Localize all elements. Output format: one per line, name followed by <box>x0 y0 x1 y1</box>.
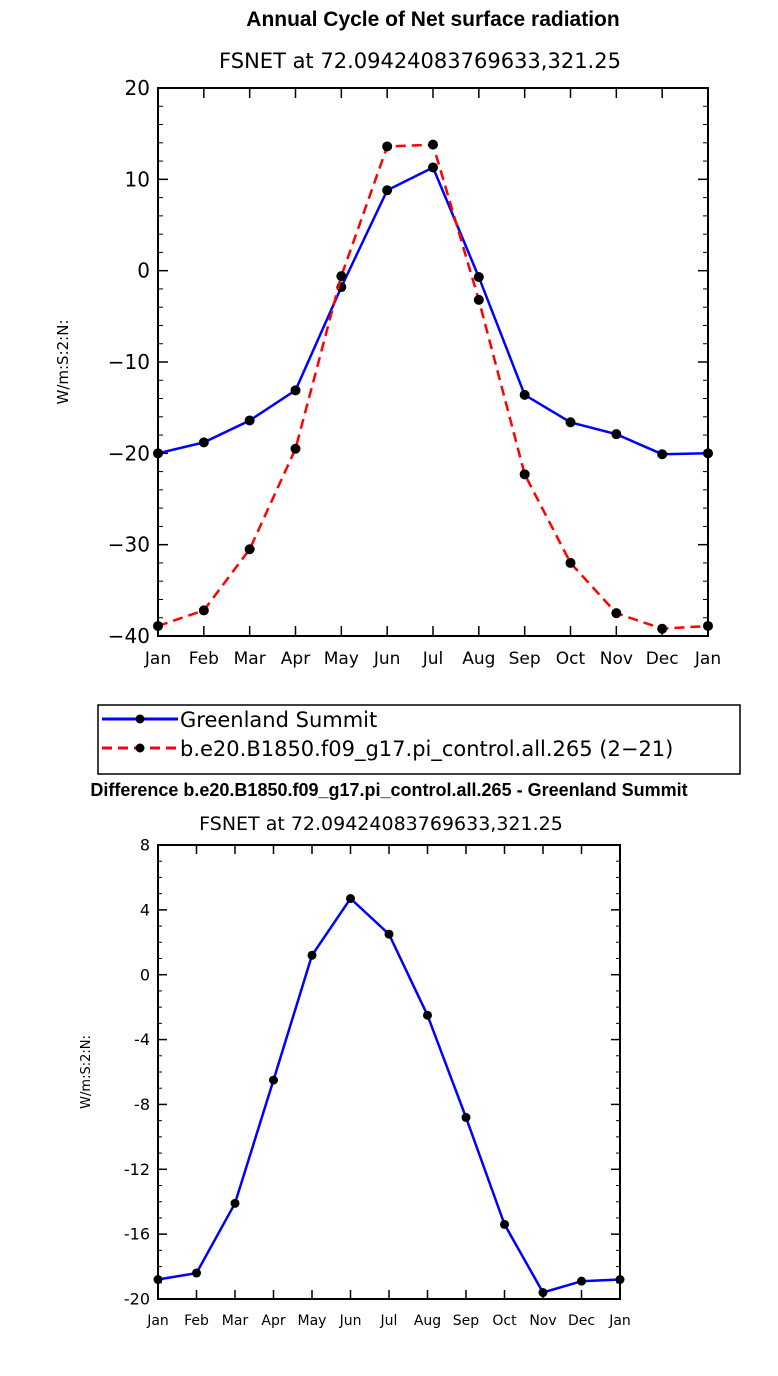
chart1-point <box>198 605 209 616</box>
chart1-ytick-label: −10 <box>108 350 150 374</box>
chart2-ytick-label: 8 <box>140 836 150 855</box>
chart1-ylabel: W/m:S:2:N: <box>54 320 72 405</box>
chart1-legend: Greenland Summit b.e20.B1850.f09_g17.pi_… <box>97 704 741 775</box>
chart1-point <box>657 623 668 634</box>
chart1-xtick-label: Jul <box>422 649 444 669</box>
chart1-point <box>198 437 209 448</box>
chart1-xtick-label: Aug <box>462 649 495 669</box>
chart1-point <box>244 544 255 555</box>
chart1-ytick-label: 20 <box>125 76 150 100</box>
chart-annual-cycle: Annual Cycle of Net surface radiation FS… <box>54 8 721 669</box>
chart1-point <box>244 415 255 426</box>
chart2-ytick-label: 4 <box>140 900 150 919</box>
chart1-point <box>428 162 438 173</box>
chart2-plot-frame <box>157 844 621 1300</box>
chart2-point <box>538 1288 548 1298</box>
chart2-xtick-label: Aug <box>414 1313 441 1329</box>
chart1-xtick-label: May <box>324 649 359 669</box>
chart2-xtick-label: Jul <box>380 1313 398 1329</box>
chart2-series-line-0 <box>157 896 621 1294</box>
chart2-xtick-label: Dec <box>568 1313 595 1329</box>
chart1-ytick-label: −20 <box>108 441 150 465</box>
chart1-point <box>611 429 622 440</box>
legend-label-greenland: Greenland Summit <box>180 708 377 732</box>
legend-label-model: b.e20.B1850.f09_g17.pi_control.all.265 (… <box>180 737 673 762</box>
chart1-point <box>565 417 576 428</box>
chart1-series-line-1 <box>157 143 709 630</box>
chart1-xtick-label: Jan <box>694 649 721 669</box>
chart1-plot-frame <box>157 87 709 637</box>
chart2-point <box>461 1112 471 1122</box>
chart2-xtick-label: Feb <box>184 1313 209 1329</box>
legend-box <box>97 704 741 775</box>
chart2-title: Difference b.e20.B1850.f09_g17.pi_contro… <box>90 780 687 800</box>
chart1-point <box>428 139 438 150</box>
chart1-series-line-0 <box>157 165 709 456</box>
chart1-xtick-label: Mar <box>234 649 266 669</box>
chart2-ytick-label: -8 <box>134 1095 150 1114</box>
chart1-ytick-label: −40 <box>108 624 150 648</box>
chart1-ytick-label: 0 <box>137 259 150 283</box>
chart1-subtitle: FSNET at 72.09424083769633,321.25 <box>219 49 621 73</box>
chart2-point <box>346 894 355 904</box>
chart1-point <box>336 271 347 282</box>
chart1-xtick-label: Feb <box>189 649 219 669</box>
chart2-subtitle: FSNET at 72.09424083769633,321.25 <box>199 813 563 835</box>
chart1-xtick-label: Oct <box>556 649 586 669</box>
chart1-xtick-label: Sep <box>509 649 541 669</box>
chart1-point <box>657 449 668 460</box>
chart1-ytick-label: 10 <box>125 167 150 191</box>
chart2-point <box>269 1075 278 1085</box>
chart2-point <box>384 929 394 939</box>
chart2-ytick-label: -12 <box>124 1160 150 1179</box>
chart1-point <box>473 272 484 283</box>
chart1-point <box>473 294 484 305</box>
chart2-xtick-label: Oct <box>492 1313 517 1329</box>
chart2-point <box>307 950 317 960</box>
chart1-point <box>290 443 301 454</box>
chart-difference: Difference b.e20.B1850.f09_g17.pi_contro… <box>79 780 688 1329</box>
chart1-point <box>519 469 530 480</box>
chart1-point <box>565 557 576 568</box>
chart1-xtick-label: Nov <box>600 649 633 669</box>
chart2-ytick-label: 0 <box>140 965 150 984</box>
chart1-point <box>611 608 622 619</box>
chart2-xtick-label: Nov <box>529 1313 556 1329</box>
chart1-point <box>290 385 301 396</box>
chart2-xtick-label: Mar <box>222 1313 249 1329</box>
chart1-ytick-label: −30 <box>108 533 150 557</box>
chart2-point <box>500 1219 509 1229</box>
chart1-xtick-label: Jun <box>373 649 401 669</box>
chart2-xtick-label: Jan <box>608 1313 631 1329</box>
chart2-point <box>230 1198 240 1208</box>
chart1-point <box>382 185 393 196</box>
chart2-xtick-label: Sep <box>453 1313 480 1329</box>
chart1-xtick-label: Jan <box>144 649 171 669</box>
chart2-xtick-label: Apr <box>261 1313 285 1329</box>
chart1-point <box>382 141 393 152</box>
chart2-xtick-label: Jan <box>146 1313 169 1329</box>
chart2-point <box>423 1010 432 1020</box>
chart2-ytick-label: -16 <box>124 1225 150 1244</box>
chart1-xtick-label: Apr <box>281 649 310 669</box>
chart1-point <box>519 389 530 400</box>
legend-marker-model <box>135 743 145 753</box>
chart1-xtick-label: Dec <box>646 649 679 669</box>
chart2-xtick-label: May <box>298 1313 327 1329</box>
chart2-point <box>192 1268 201 1278</box>
legend-marker-greenland <box>135 714 145 724</box>
chart2-ylabel: W/m:S:2:N: <box>79 1035 94 1109</box>
chart2-xtick-label: Jun <box>339 1313 362 1329</box>
chart1-title: Annual Cycle of Net surface radiation <box>246 8 619 31</box>
chart2-point <box>577 1276 586 1286</box>
chart2-ytick-label: -4 <box>134 1030 150 1049</box>
chart2-ytick-label: -20 <box>124 1290 150 1309</box>
